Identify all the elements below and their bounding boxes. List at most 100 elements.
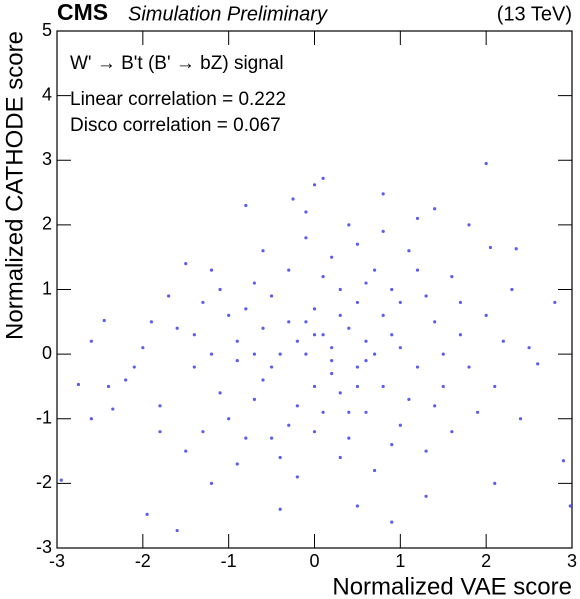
point bbox=[488, 245, 493, 250]
point bbox=[398, 300, 402, 305]
point bbox=[441, 384, 445, 389]
point bbox=[235, 339, 239, 343]
point bbox=[424, 494, 428, 498]
point bbox=[424, 449, 428, 453]
x-tick-label: -1 bbox=[221, 551, 237, 571]
point bbox=[111, 407, 115, 411]
point bbox=[244, 203, 248, 208]
point bbox=[106, 384, 111, 389]
point bbox=[493, 481, 497, 485]
subtitle: Simulation Preliminary bbox=[128, 3, 328, 25]
point bbox=[424, 294, 428, 298]
point bbox=[501, 339, 505, 343]
point bbox=[347, 223, 351, 227]
point bbox=[132, 365, 136, 369]
y-tick-label: 4 bbox=[42, 84, 52, 104]
point bbox=[475, 410, 480, 414]
point bbox=[338, 455, 342, 460]
y-tick-label: -3 bbox=[36, 537, 52, 557]
x-tick-label: 3 bbox=[567, 551, 577, 571]
point bbox=[252, 397, 257, 401]
point bbox=[295, 404, 299, 408]
point bbox=[141, 346, 145, 350]
point bbox=[510, 287, 514, 292]
point bbox=[235, 358, 239, 363]
point bbox=[145, 512, 149, 516]
point bbox=[467, 365, 471, 369]
point bbox=[372, 468, 377, 473]
point bbox=[338, 313, 342, 317]
point bbox=[304, 352, 308, 356]
point bbox=[355, 242, 360, 246]
point bbox=[149, 320, 154, 324]
point bbox=[390, 333, 394, 337]
point bbox=[330, 255, 334, 259]
point bbox=[175, 528, 179, 533]
point bbox=[347, 410, 351, 414]
point bbox=[381, 192, 385, 196]
point bbox=[330, 346, 334, 350]
point bbox=[407, 249, 411, 253]
point bbox=[158, 404, 162, 408]
point bbox=[467, 223, 471, 227]
point bbox=[321, 333, 325, 337]
point bbox=[244, 307, 248, 311]
point bbox=[218, 287, 222, 292]
annotation: W' → B't (B' → bZ) signal bbox=[70, 53, 284, 74]
point bbox=[235, 462, 239, 466]
point bbox=[536, 362, 540, 366]
point bbox=[355, 300, 360, 305]
point bbox=[76, 382, 81, 387]
point bbox=[390, 287, 394, 292]
annotation: Linear correlation = 0.222 bbox=[70, 89, 286, 110]
point bbox=[252, 281, 257, 285]
point bbox=[201, 300, 205, 305]
point bbox=[227, 313, 231, 317]
point bbox=[398, 423, 402, 427]
point bbox=[390, 443, 394, 447]
x-tick-label: -3 bbox=[49, 551, 65, 571]
point bbox=[291, 197, 295, 201]
point bbox=[261, 249, 265, 253]
point bbox=[209, 268, 214, 272]
y-tick-label: 3 bbox=[42, 149, 52, 169]
point bbox=[364, 281, 368, 285]
y-tick-label: 1 bbox=[42, 278, 52, 298]
point bbox=[330, 371, 334, 376]
point bbox=[433, 404, 437, 408]
point bbox=[89, 417, 93, 421]
point bbox=[312, 183, 317, 187]
point bbox=[278, 507, 282, 511]
point bbox=[553, 300, 557, 305]
point bbox=[304, 236, 308, 240]
point bbox=[124, 378, 128, 382]
y-tick-label: 5 bbox=[42, 20, 52, 40]
point bbox=[261, 326, 265, 330]
point bbox=[312, 333, 317, 337]
point bbox=[364, 410, 368, 414]
point bbox=[269, 294, 274, 298]
y-tick-label: 0 bbox=[42, 343, 52, 363]
point bbox=[312, 384, 317, 389]
point bbox=[244, 436, 248, 440]
x-tick-label: -2 bbox=[135, 551, 151, 571]
point bbox=[304, 320, 308, 324]
point bbox=[415, 216, 420, 221]
point bbox=[321, 274, 325, 279]
point bbox=[458, 333, 463, 337]
point bbox=[355, 384, 360, 389]
point bbox=[518, 417, 523, 421]
point bbox=[175, 326, 179, 330]
point bbox=[192, 365, 196, 369]
point bbox=[458, 300, 463, 305]
x-tick-label: 1 bbox=[395, 551, 405, 571]
point bbox=[484, 313, 488, 317]
point bbox=[158, 430, 162, 434]
point bbox=[192, 333, 196, 337]
y-tick-label: -1 bbox=[36, 408, 52, 428]
point bbox=[338, 391, 342, 395]
point bbox=[415, 365, 420, 369]
point bbox=[261, 378, 265, 382]
